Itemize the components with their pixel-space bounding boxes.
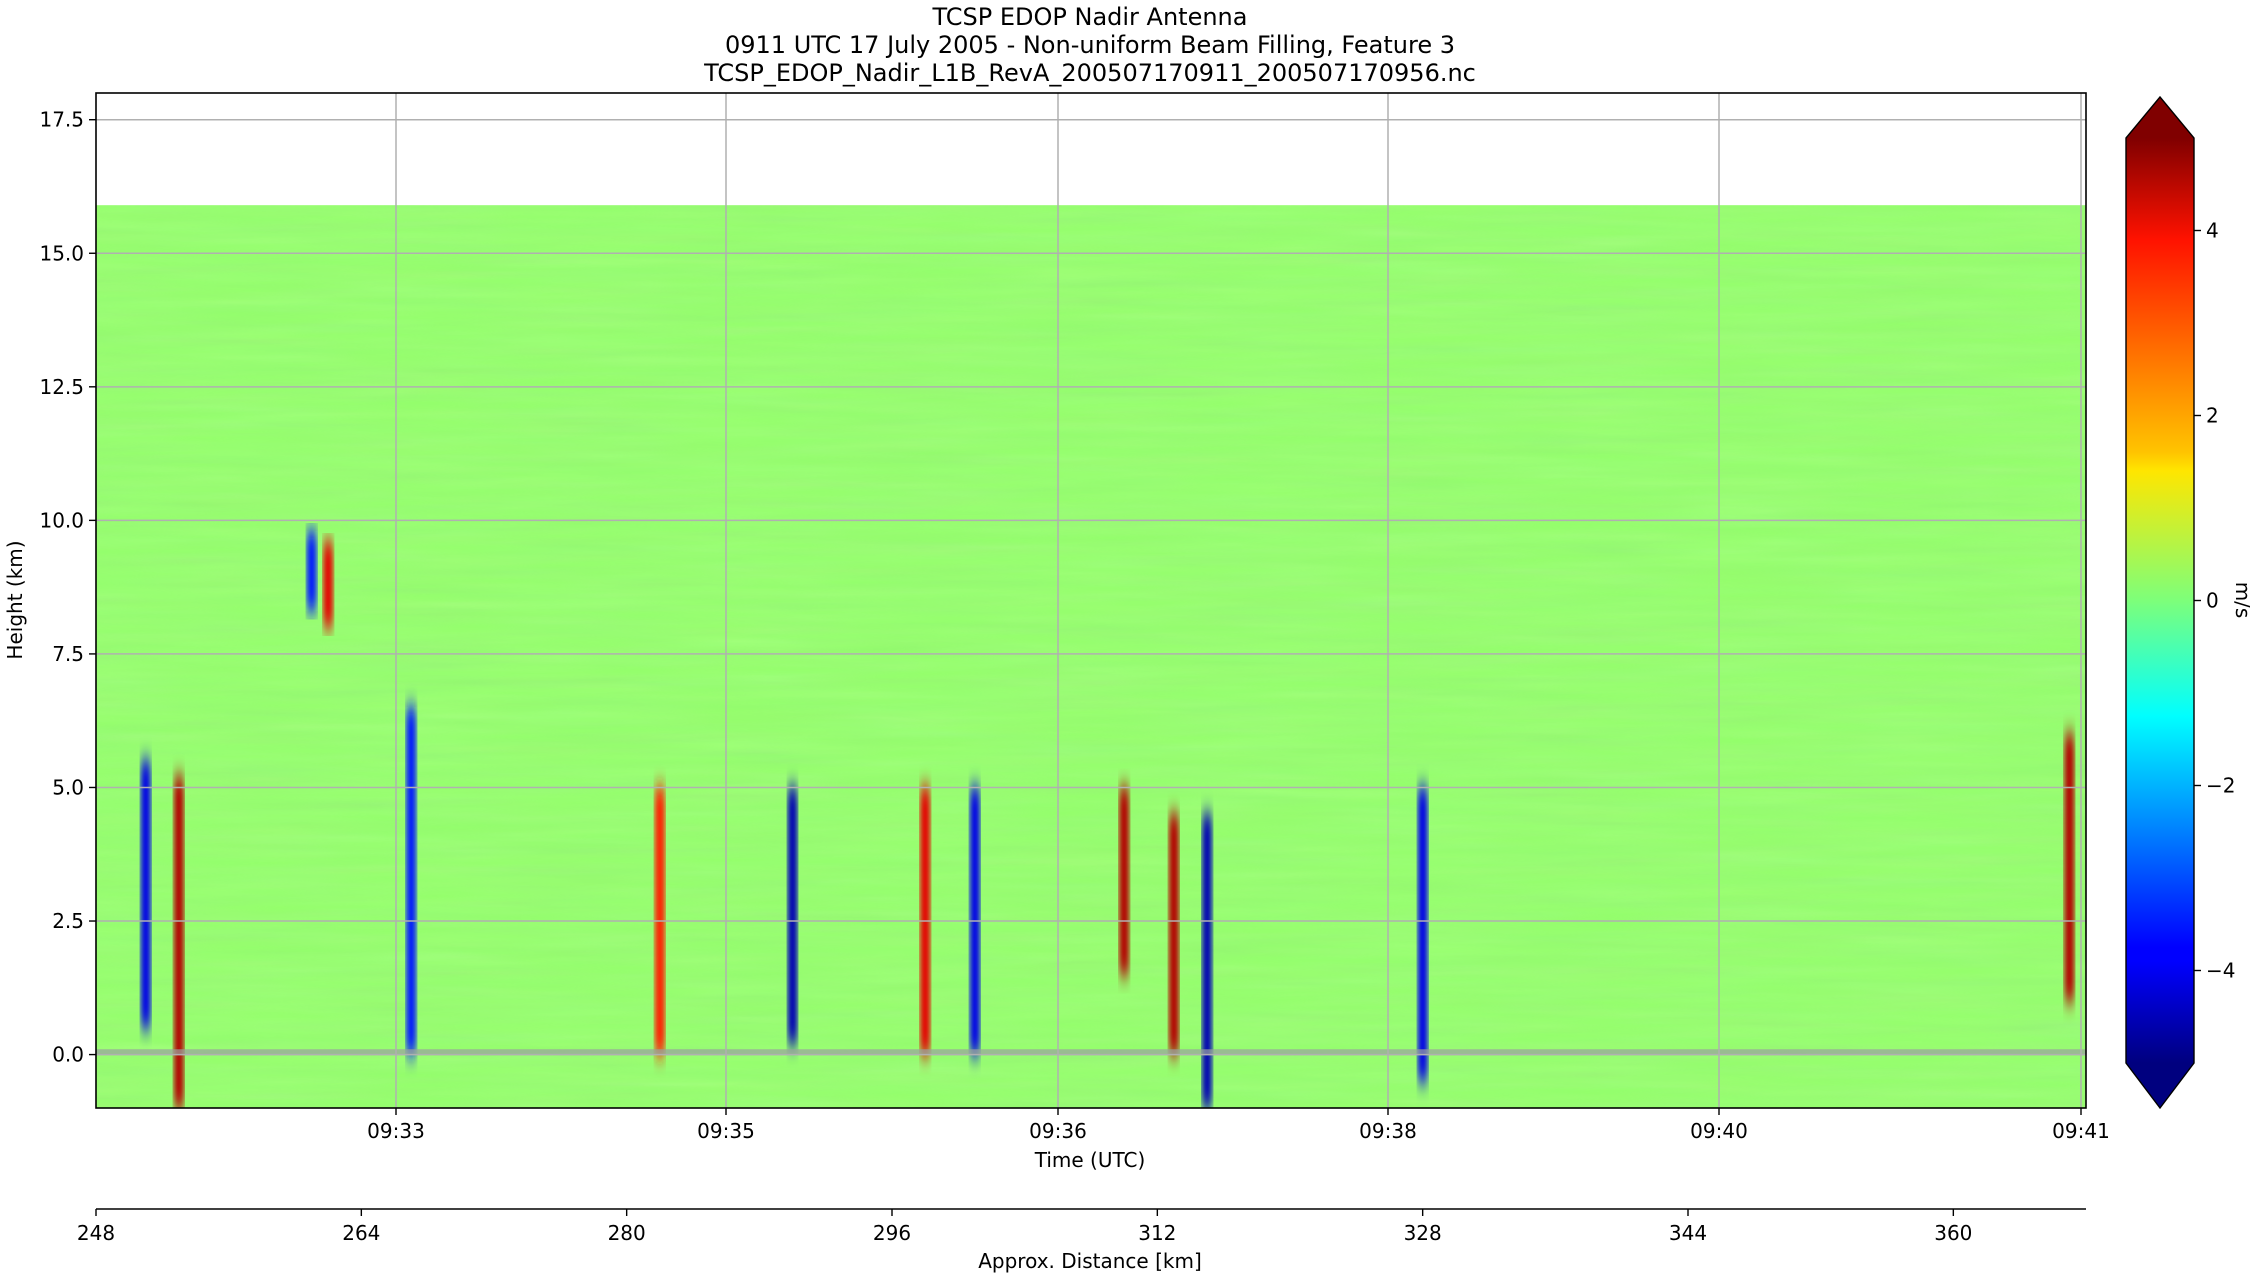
colorbar-tick-label: −2 xyxy=(2206,774,2235,798)
distance-tick-label: 248 xyxy=(77,1221,115,1245)
y-tick-label: 0.0 xyxy=(52,1043,84,1067)
echo-texture xyxy=(96,205,2086,1108)
y-axis-label: Height (km) xyxy=(3,540,27,659)
colorbar-ticks: −4 −2 0 2 4 xyxy=(2194,219,2235,983)
colorbar-extend-max xyxy=(2126,97,2194,138)
distance-tick-label: 296 xyxy=(873,1221,911,1245)
distance-tick-label: 264 xyxy=(342,1221,380,1245)
distance-axis: 248 264 280 296 312 328 344 360 xyxy=(77,1209,1972,1245)
y-tick-label: 12.5 xyxy=(39,375,84,399)
distance-tick-label: 328 xyxy=(1404,1221,1442,1245)
x-tick-label: 09:40 xyxy=(1690,1119,1748,1143)
colorbar: −4 −2 0 2 4 m/s xyxy=(2125,95,2250,1110)
grid-lines xyxy=(96,93,2086,1108)
y-tick-label: 17.5 xyxy=(39,108,84,132)
colorbar-extend-min xyxy=(2126,1063,2194,1108)
colorbar-tick-label: 4 xyxy=(2206,219,2219,243)
velocity-feature xyxy=(1168,814,1179,1055)
distance-tick-label: 280 xyxy=(608,1221,646,1245)
x-tick-label: 09:41 xyxy=(2052,1119,2110,1143)
velocity-feature xyxy=(323,541,334,628)
x-tick-label: 09:35 xyxy=(697,1119,755,1143)
x-tick-label: 09:33 xyxy=(367,1119,425,1143)
velocity-feature xyxy=(1417,787,1428,1082)
distance-tick-label: 360 xyxy=(1934,1221,1972,1245)
colorbar-tick-label: −4 xyxy=(2206,959,2235,983)
y-tick-label: 15.0 xyxy=(39,241,84,265)
plot-frame xyxy=(95,92,2087,1109)
distance-axis-label: Approx. Distance [km] xyxy=(978,1249,1202,1273)
velocity-feature xyxy=(2064,734,2075,1002)
y-tick-label: 10.0 xyxy=(39,508,84,532)
x-tick-label: 09:38 xyxy=(1359,1119,1417,1143)
colorbar-outline xyxy=(2125,95,2195,1110)
velocity-feature xyxy=(140,760,151,1028)
distance-tick-label: 344 xyxy=(1669,1221,1707,1245)
distance-tick-label: 312 xyxy=(1138,1221,1176,1245)
chart-title-line-3: TCSP_EDOP_Nadir_L1B_RevA_200507170911_20… xyxy=(703,59,1476,87)
surface-echo xyxy=(96,1049,2086,1056)
velocity-feature xyxy=(1119,787,1130,975)
velocity-feature xyxy=(306,531,317,612)
colorbar-label: m/s xyxy=(2231,582,2250,619)
chart-title-line-2: 0911 UTC 17 July 2005 - Non-uniform Beam… xyxy=(725,31,1455,59)
velocity-feature xyxy=(787,787,798,1044)
velocity-heatmap xyxy=(96,205,2086,1108)
velocity-feature xyxy=(1202,814,1213,1108)
velocity-feature xyxy=(173,776,184,1108)
colorbar-tick-label: 0 xyxy=(2206,589,2219,613)
y-tick-label: 5.0 xyxy=(52,775,84,799)
y-tick-label: 7.5 xyxy=(52,642,84,666)
x-axis: 09:33 09:35 09:36 09:38 09:40 09:41 xyxy=(367,1108,2110,1143)
colorbar-tick-label: 2 xyxy=(2206,404,2219,428)
colorbar-gradient xyxy=(2126,138,2194,1063)
y-tick-label: 2.5 xyxy=(52,909,84,933)
chart-title-line-1: TCSP EDOP Nadir Antenna xyxy=(932,3,1248,31)
velocity-feature xyxy=(406,707,417,1055)
plot-area xyxy=(96,93,2086,1108)
x-axis-label: Time (UTC) xyxy=(1034,1148,1146,1172)
x-tick-label: 09:36 xyxy=(1029,1119,1087,1143)
y-axis: 0.0 2.5 5.0 7.5 10.0 12.5 15.0 17.5 xyxy=(39,108,96,1067)
